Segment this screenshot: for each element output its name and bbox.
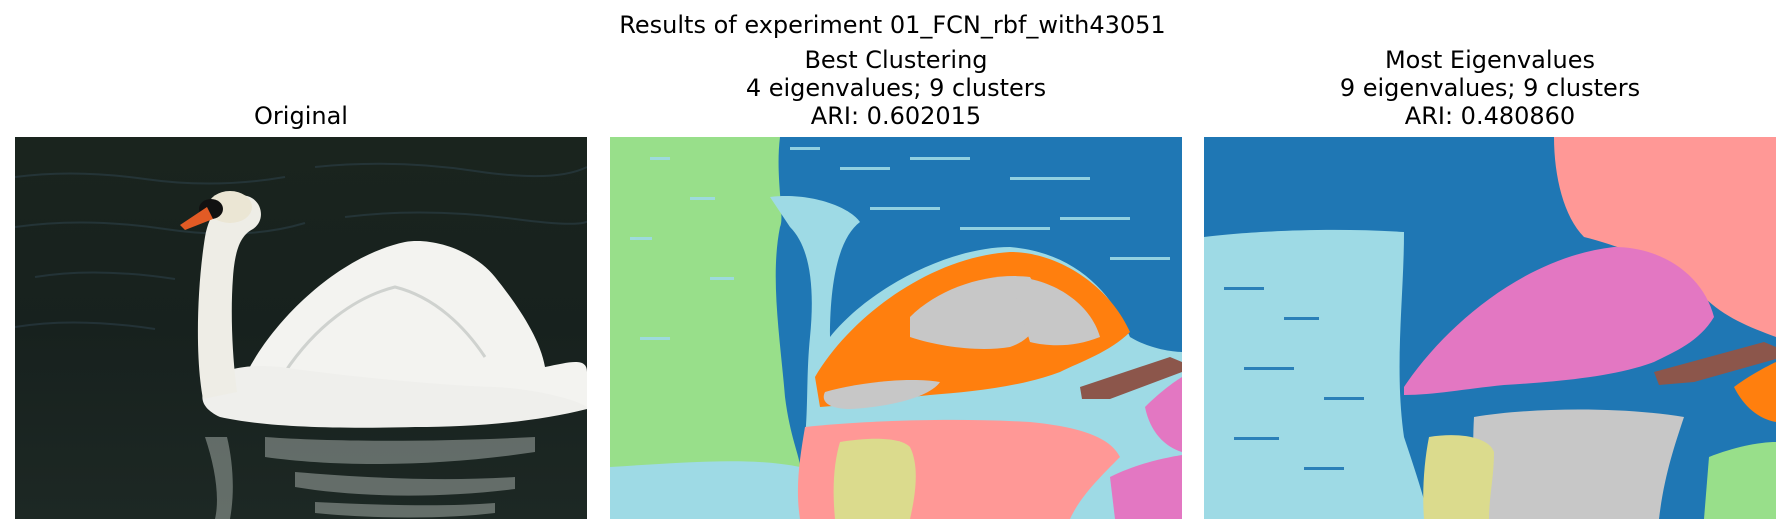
panel-original: Original bbox=[15, 0, 587, 532]
panel-best-clustering-title-line-2: 4 eigenvalues; 9 clusters bbox=[745, 74, 1047, 102]
panel-most-eigenvalues-title: Most Eigenvalues 9 eigenvalues; 9 cluste… bbox=[1204, 46, 1776, 130]
panel-most-eigenvalues: Most Eigenvalues 9 eigenvalues; 9 cluste… bbox=[1204, 0, 1776, 532]
panel-best-clustering-title-line-1: Best Clustering bbox=[804, 46, 988, 74]
figure-title: Results of experiment 01_FCN_rbf_with430… bbox=[619, 11, 1166, 39]
panel-most-eigenvalues-title-line-2: 9 eigenvalues; 9 clusters bbox=[1339, 74, 1641, 102]
panel-original-title-line-1: Original bbox=[254, 102, 348, 130]
panel-best-clustering-title: Best Clustering 4 eigenvalues; 9 cluster… bbox=[610, 46, 1182, 130]
panel-best-clustering: Best Clustering 4 eigenvalues; 9 cluster… bbox=[610, 0, 1182, 532]
panel-most-eigenvalues-title-line-3: ARI: 0.480860 bbox=[1404, 102, 1576, 130]
panel-most-eigenvalues-title-line-1: Most Eigenvalues bbox=[1384, 46, 1596, 74]
panel-original-title: Original bbox=[15, 102, 587, 130]
original-swan-image bbox=[15, 137, 587, 519]
panel-best-clustering-title-line-3: ARI: 0.602015 bbox=[810, 102, 982, 130]
best-clustering-segmentation-image bbox=[610, 137, 1182, 519]
most-eigenvalues-segmentation-image bbox=[1204, 137, 1776, 519]
